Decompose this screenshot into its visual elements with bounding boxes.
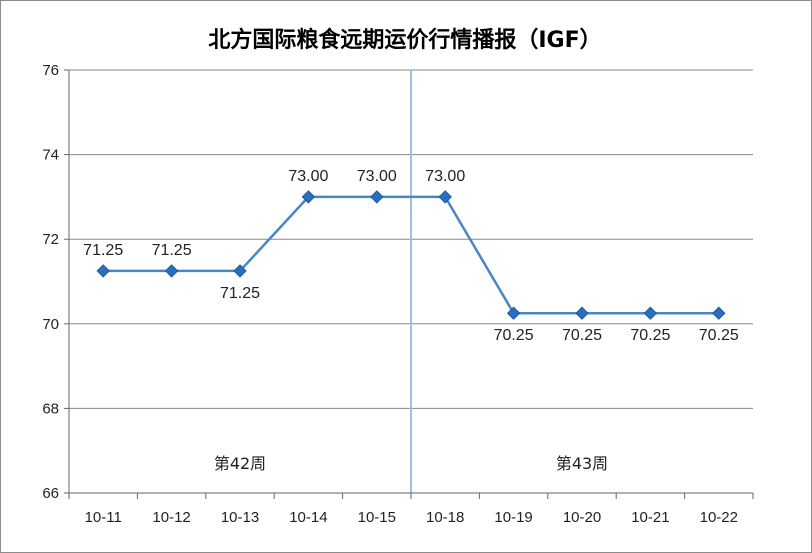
x-tick-label-2: 10-13 — [221, 509, 259, 526]
x-tick-label-3: 10-14 — [289, 509, 327, 526]
chart-title: 北方国际粮食远期运价行情播报（IGF） — [208, 27, 601, 53]
data-point-6 — [506, 306, 521, 320]
week-annotation-1: 第43周 — [556, 454, 608, 473]
y-tick-label-1: 68 — [42, 400, 59, 417]
data-label-4: 73.00 — [357, 168, 397, 185]
x-tick-label-7: 10-20 — [563, 509, 601, 526]
x-tick-label-8: 10-21 — [631, 509, 669, 526]
x-tick-label-6: 10-19 — [494, 509, 532, 526]
y-tick-label-0: 66 — [42, 485, 59, 502]
x-tick-label-1: 10-12 — [152, 509, 190, 526]
data-point-5 — [438, 190, 452, 204]
data-point-0 — [96, 264, 110, 278]
week-annotation-0: 第42周 — [214, 454, 266, 473]
axes — [64, 69, 754, 499]
data-label-5: 73.00 — [425, 168, 465, 185]
y-tick-labels: 66 68 70 72 74 76 — [42, 62, 59, 502]
x-tick-label-0: 10-11 — [85, 509, 122, 526]
data-label-6: 70.25 — [494, 327, 534, 344]
data-point-7 — [575, 306, 589, 320]
series-line — [103, 195, 719, 315]
data-label-9: 70.25 — [699, 327, 739, 344]
y-tick-label-3: 72 — [42, 231, 59, 248]
series-line-0 — [103, 195, 719, 315]
y-tick-label-4: 74 — [42, 147, 59, 164]
data-point-2 — [233, 264, 247, 278]
data-labels: 71.25 71.25 71.25 73.00 73.00 73.00 70.25 70.25… — [83, 168, 739, 344]
data-label-7: 70.25 — [562, 327, 602, 344]
x-tick-label-5: 10-18 — [426, 509, 464, 526]
data-label-1: 71.25 — [152, 242, 192, 259]
week-annotations: 第42周 第43周 — [214, 454, 608, 473]
data-label-3: 73.00 — [288, 168, 328, 185]
data-point-3 — [301, 190, 316, 204]
data-point-4 — [370, 190, 384, 204]
data-point-9 — [712, 306, 726, 320]
data-markers — [96, 190, 726, 320]
x-tick-label-9: 10-22 — [700, 509, 738, 526]
x-tick-labels: 10-11 10-12 10-13 10-14 10-15 10-18 10-19 10-20… — [85, 509, 738, 526]
data-point-1 — [164, 264, 179, 278]
data-label-0: 71.25 — [83, 242, 123, 259]
data-label-2: 71.25 — [220, 285, 260, 302]
y-tick-label-5: 76 — [42, 62, 59, 79]
y-tick-label-2: 70 — [42, 316, 59, 333]
data-label-8: 70.25 — [630, 327, 670, 344]
x-tick-label-4: 10-15 — [358, 509, 396, 526]
data-point-8 — [643, 306, 658, 320]
